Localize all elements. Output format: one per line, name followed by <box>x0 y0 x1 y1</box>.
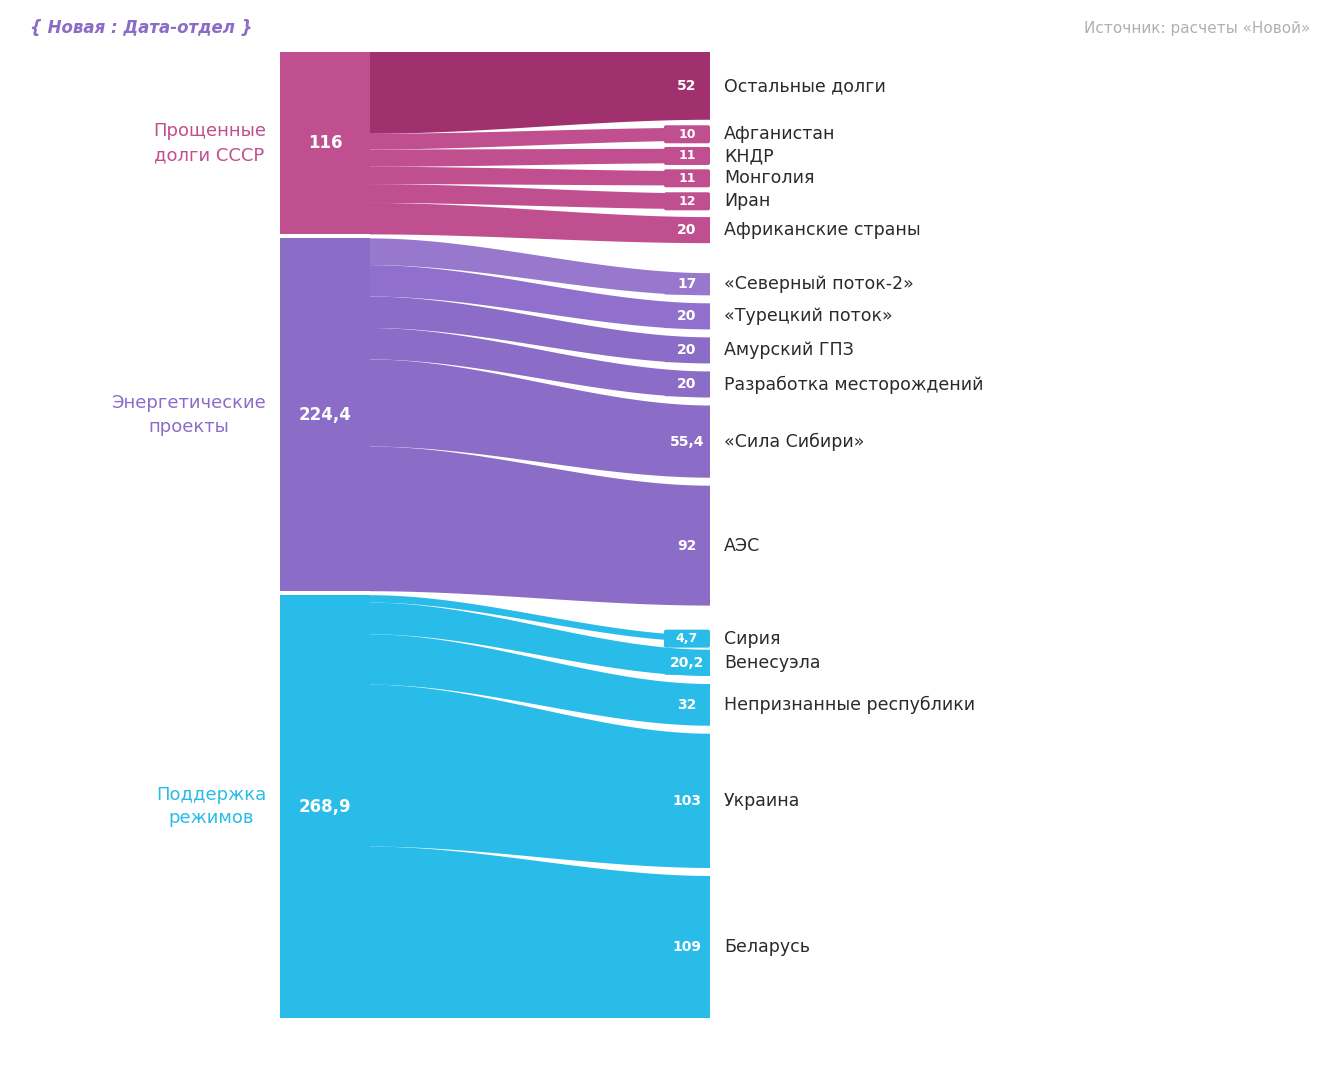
FancyBboxPatch shape <box>664 219 710 241</box>
Polygon shape <box>371 265 710 330</box>
FancyBboxPatch shape <box>664 125 710 143</box>
Text: 20: 20 <box>677 309 697 323</box>
FancyBboxPatch shape <box>664 630 710 648</box>
Text: 116: 116 <box>308 134 343 152</box>
Polygon shape <box>371 52 710 134</box>
Text: 11: 11 <box>678 171 696 184</box>
Text: 224,4: 224,4 <box>298 405 352 424</box>
FancyBboxPatch shape <box>664 651 710 675</box>
Text: 20: 20 <box>677 377 697 391</box>
FancyBboxPatch shape <box>664 192 710 210</box>
Text: Прощенные
долги СССР: Прощенные долги СССР <box>153 123 266 164</box>
FancyBboxPatch shape <box>664 373 710 397</box>
FancyBboxPatch shape <box>664 690 710 720</box>
Polygon shape <box>371 846 710 1018</box>
FancyBboxPatch shape <box>664 530 710 561</box>
Polygon shape <box>371 167 710 185</box>
Polygon shape <box>371 328 710 398</box>
Polygon shape <box>371 634 710 725</box>
Text: Африканские страны: Африканские страны <box>724 221 921 239</box>
Polygon shape <box>371 446 710 606</box>
Text: Иран: Иран <box>724 192 771 210</box>
Polygon shape <box>371 359 710 478</box>
FancyBboxPatch shape <box>664 338 710 362</box>
Text: 12: 12 <box>678 195 696 208</box>
Text: 92: 92 <box>677 539 697 553</box>
FancyBboxPatch shape <box>664 147 710 165</box>
Polygon shape <box>371 128 710 150</box>
Bar <box>280 52 371 234</box>
Text: КНДР: КНДР <box>724 147 773 165</box>
FancyBboxPatch shape <box>664 274 710 294</box>
FancyBboxPatch shape <box>664 305 710 328</box>
Polygon shape <box>371 595 710 641</box>
FancyBboxPatch shape <box>664 71 710 101</box>
Text: 20: 20 <box>677 344 697 358</box>
Polygon shape <box>371 685 710 868</box>
Polygon shape <box>371 149 710 167</box>
Text: 11: 11 <box>678 150 696 163</box>
Text: 268,9: 268,9 <box>298 798 352 816</box>
Text: Энергетические
проекты: Энергетические проекты <box>111 393 266 436</box>
FancyBboxPatch shape <box>664 932 710 962</box>
Text: Амурский ГПЗ: Амурский ГПЗ <box>724 342 854 359</box>
Text: 20,2: 20,2 <box>670 655 704 669</box>
Text: 109: 109 <box>673 940 701 954</box>
Polygon shape <box>371 296 710 363</box>
Text: Поддержка
режимов: Поддержка режимов <box>155 786 266 828</box>
Text: Сирия: Сирия <box>724 630 780 648</box>
Text: 55,4: 55,4 <box>670 434 704 448</box>
FancyBboxPatch shape <box>664 427 710 457</box>
Text: «Северный поток-2»: «Северный поток-2» <box>724 275 914 293</box>
Text: { Новая : Дата-отдел }: { Новая : Дата-отдел } <box>29 19 253 37</box>
Text: 52: 52 <box>677 79 697 93</box>
Text: Афганистан: Афганистан <box>724 125 835 143</box>
Text: Источник: расчеты «Новой»: Источник: расчеты «Новой» <box>1084 20 1310 36</box>
Text: АЭС: АЭС <box>724 537 760 555</box>
Text: Украина: Украина <box>724 792 800 810</box>
Polygon shape <box>371 603 710 676</box>
Text: Разработка месторождений: Разработка месторождений <box>724 375 983 393</box>
Text: 10: 10 <box>678 128 696 141</box>
FancyBboxPatch shape <box>664 169 710 188</box>
Polygon shape <box>371 238 710 295</box>
Bar <box>280 595 371 1018</box>
Text: Венесуэла: Венесуэла <box>724 654 820 672</box>
Text: Беларусь: Беларусь <box>724 938 809 956</box>
Text: Остальные долги: Остальные долги <box>724 77 886 95</box>
Bar <box>280 238 371 591</box>
Text: Монголия: Монголия <box>724 169 815 188</box>
Text: 32: 32 <box>677 697 697 711</box>
Text: 4,7: 4,7 <box>676 632 698 645</box>
Text: 103: 103 <box>673 793 701 807</box>
Text: «Турецкий поток»: «Турецкий поток» <box>724 307 892 326</box>
Polygon shape <box>371 203 710 244</box>
Text: Непризнанные республики: Непризнанные республики <box>724 695 975 714</box>
Text: «Сила Сибири»: «Сила Сибири» <box>724 432 864 451</box>
Text: 17: 17 <box>677 277 697 291</box>
FancyBboxPatch shape <box>664 786 710 816</box>
Text: 20: 20 <box>677 223 697 237</box>
Polygon shape <box>371 184 710 209</box>
